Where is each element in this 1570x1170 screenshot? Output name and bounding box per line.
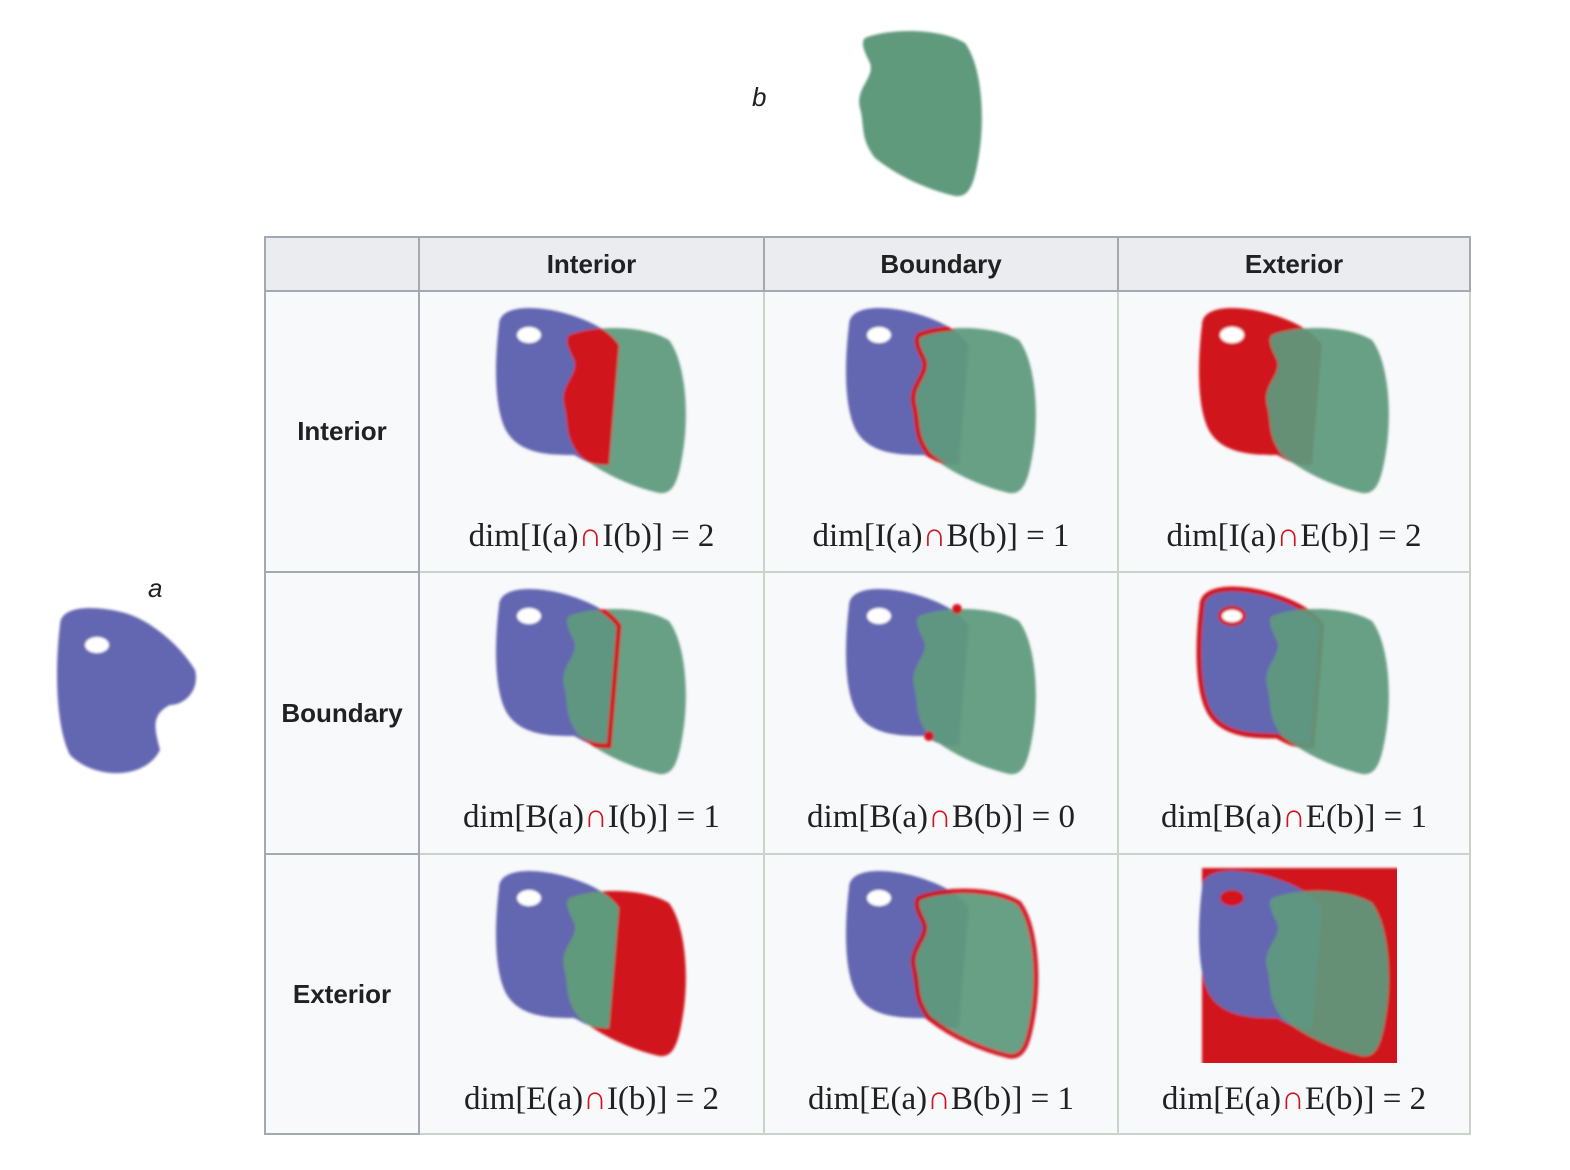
relation-figure <box>496 589 686 775</box>
formula-right: B(b)] = 1 <box>946 518 1070 554</box>
table-row: Boundary dim[B(a)∩I(b)] = 1 dim[B(a)∩B(b)]… <box>264 571 1471 855</box>
table-body: Interior dim[I(a)∩I(b)] = 2 dim[I(a)∩B(b)]… <box>264 290 1471 1135</box>
formula-right: I(b)] = 2 <box>606 1081 720 1117</box>
formula-operator: ∩ <box>1281 799 1306 835</box>
row-header: Interior <box>264 290 420 573</box>
header-row: Interior Boundary Exterior <box>264 236 1471 292</box>
formula: dim[B(a)∩B(b)] = 0 <box>765 799 1117 836</box>
cell: dim[E(a)∩B(b)] = 1 <box>763 853 1119 1135</box>
formula-left: dim[E(a) <box>1161 1081 1281 1117</box>
cell: dim[B(a)∩E(b)] = 1 <box>1117 571 1471 855</box>
cell: dim[E(a)∩E(b)] = 2 <box>1117 853 1471 1135</box>
relation-figure <box>845 308 1036 494</box>
corner-cell <box>264 236 420 292</box>
formula-left: dim[E(a) <box>463 1081 584 1117</box>
column-header: Boundary <box>763 236 1119 292</box>
formula-operator: ∩ <box>922 518 947 554</box>
formula-operator: ∩ <box>1281 1081 1305 1117</box>
formula-left: dim[I(a) <box>1166 518 1277 554</box>
table-row: Interior dim[I(a)∩I(b)] = 2 dim[I(a)∩B(b)]… <box>264 290 1471 573</box>
cell: dim[E(a)∩I(b)] = 2 <box>418 853 765 1135</box>
formula-left: dim[E(a) <box>807 1081 928 1117</box>
formula-operator: ∩ <box>584 799 608 835</box>
label-a: a <box>148 573 163 603</box>
row-header: Boundary <box>264 571 420 855</box>
formula-left: dim[B(a) <box>463 799 585 835</box>
formula-right: B(b)] = 0 <box>951 799 1075 835</box>
formula-left: dim[B(a) <box>1160 799 1282 835</box>
formula: dim[I(a)∩E(b)] = 2 <box>1119 518 1469 555</box>
formula-right: E(b)] = 2 <box>1300 518 1422 554</box>
formula-left: dim[I(a) <box>468 518 579 554</box>
formula-right: E(b)] = 2 <box>1304 1081 1427 1117</box>
relation-figure <box>1198 868 1397 1063</box>
formula-operator: ∩ <box>1276 518 1301 554</box>
cell: dim[I(a)∩B(b)] = 1 <box>763 290 1119 573</box>
formula-right: I(b)] = 2 <box>602 518 715 554</box>
column-header: Interior <box>418 236 765 292</box>
relation-figure <box>1198 308 1389 494</box>
cell: dim[I(a)∩E(b)] = 2 <box>1117 290 1471 573</box>
formula: dim[B(a)∩E(b)] = 1 <box>1119 799 1469 836</box>
shape-b <box>859 31 982 197</box>
formula-operator: ∩ <box>928 799 952 835</box>
formula-left: dim[B(a) <box>807 799 929 835</box>
relation-figure <box>1192 581 1389 775</box>
matrix-table: Interior Boundary Exterior Interior dim[I(a… <box>264 236 1471 1135</box>
formula-right: I(b)] = 1 <box>607 799 720 835</box>
formula: dim[I(a)∩I(b)] = 2 <box>420 518 763 555</box>
formula: dim[E(a)∩I(b)] = 2 <box>420 1081 763 1118</box>
label-b: b <box>752 82 767 112</box>
relation-figure <box>496 871 686 1057</box>
table-row: Exterior dim[E(a)∩I(b)] = 2 dim[E(a)∩B(b)]… <box>264 853 1471 1135</box>
relation-figure <box>845 871 1044 1063</box>
formula-left: dim[I(a) <box>812 518 923 554</box>
formula: dim[I(a)∩B(b)] = 1 <box>765 518 1117 555</box>
formula-operator: ∩ <box>578 518 603 554</box>
relation-figure <box>845 589 1036 775</box>
cell: dim[I(a)∩I(b)] = 2 <box>418 290 765 573</box>
formula: dim[B(a)∩I(b)] = 1 <box>420 799 763 836</box>
formula-operator: ∩ <box>927 1081 951 1117</box>
formula-operator: ∩ <box>583 1081 607 1117</box>
row-header: Exterior <box>264 853 420 1135</box>
relation-figure <box>496 308 686 494</box>
formula: dim[E(a)∩B(b)] = 1 <box>765 1081 1117 1118</box>
formula-right: B(b)] = 1 <box>950 1081 1075 1117</box>
cell: dim[B(a)∩B(b)] = 0 <box>763 571 1119 855</box>
cell: dim[B(a)∩I(b)] = 1 <box>418 571 765 855</box>
formula-right: E(b)] = 1 <box>1305 799 1428 835</box>
column-header: Exterior <box>1117 236 1471 292</box>
formula: dim[E(a)∩E(b)] = 2 <box>1119 1081 1469 1118</box>
shape-a <box>57 608 196 774</box>
